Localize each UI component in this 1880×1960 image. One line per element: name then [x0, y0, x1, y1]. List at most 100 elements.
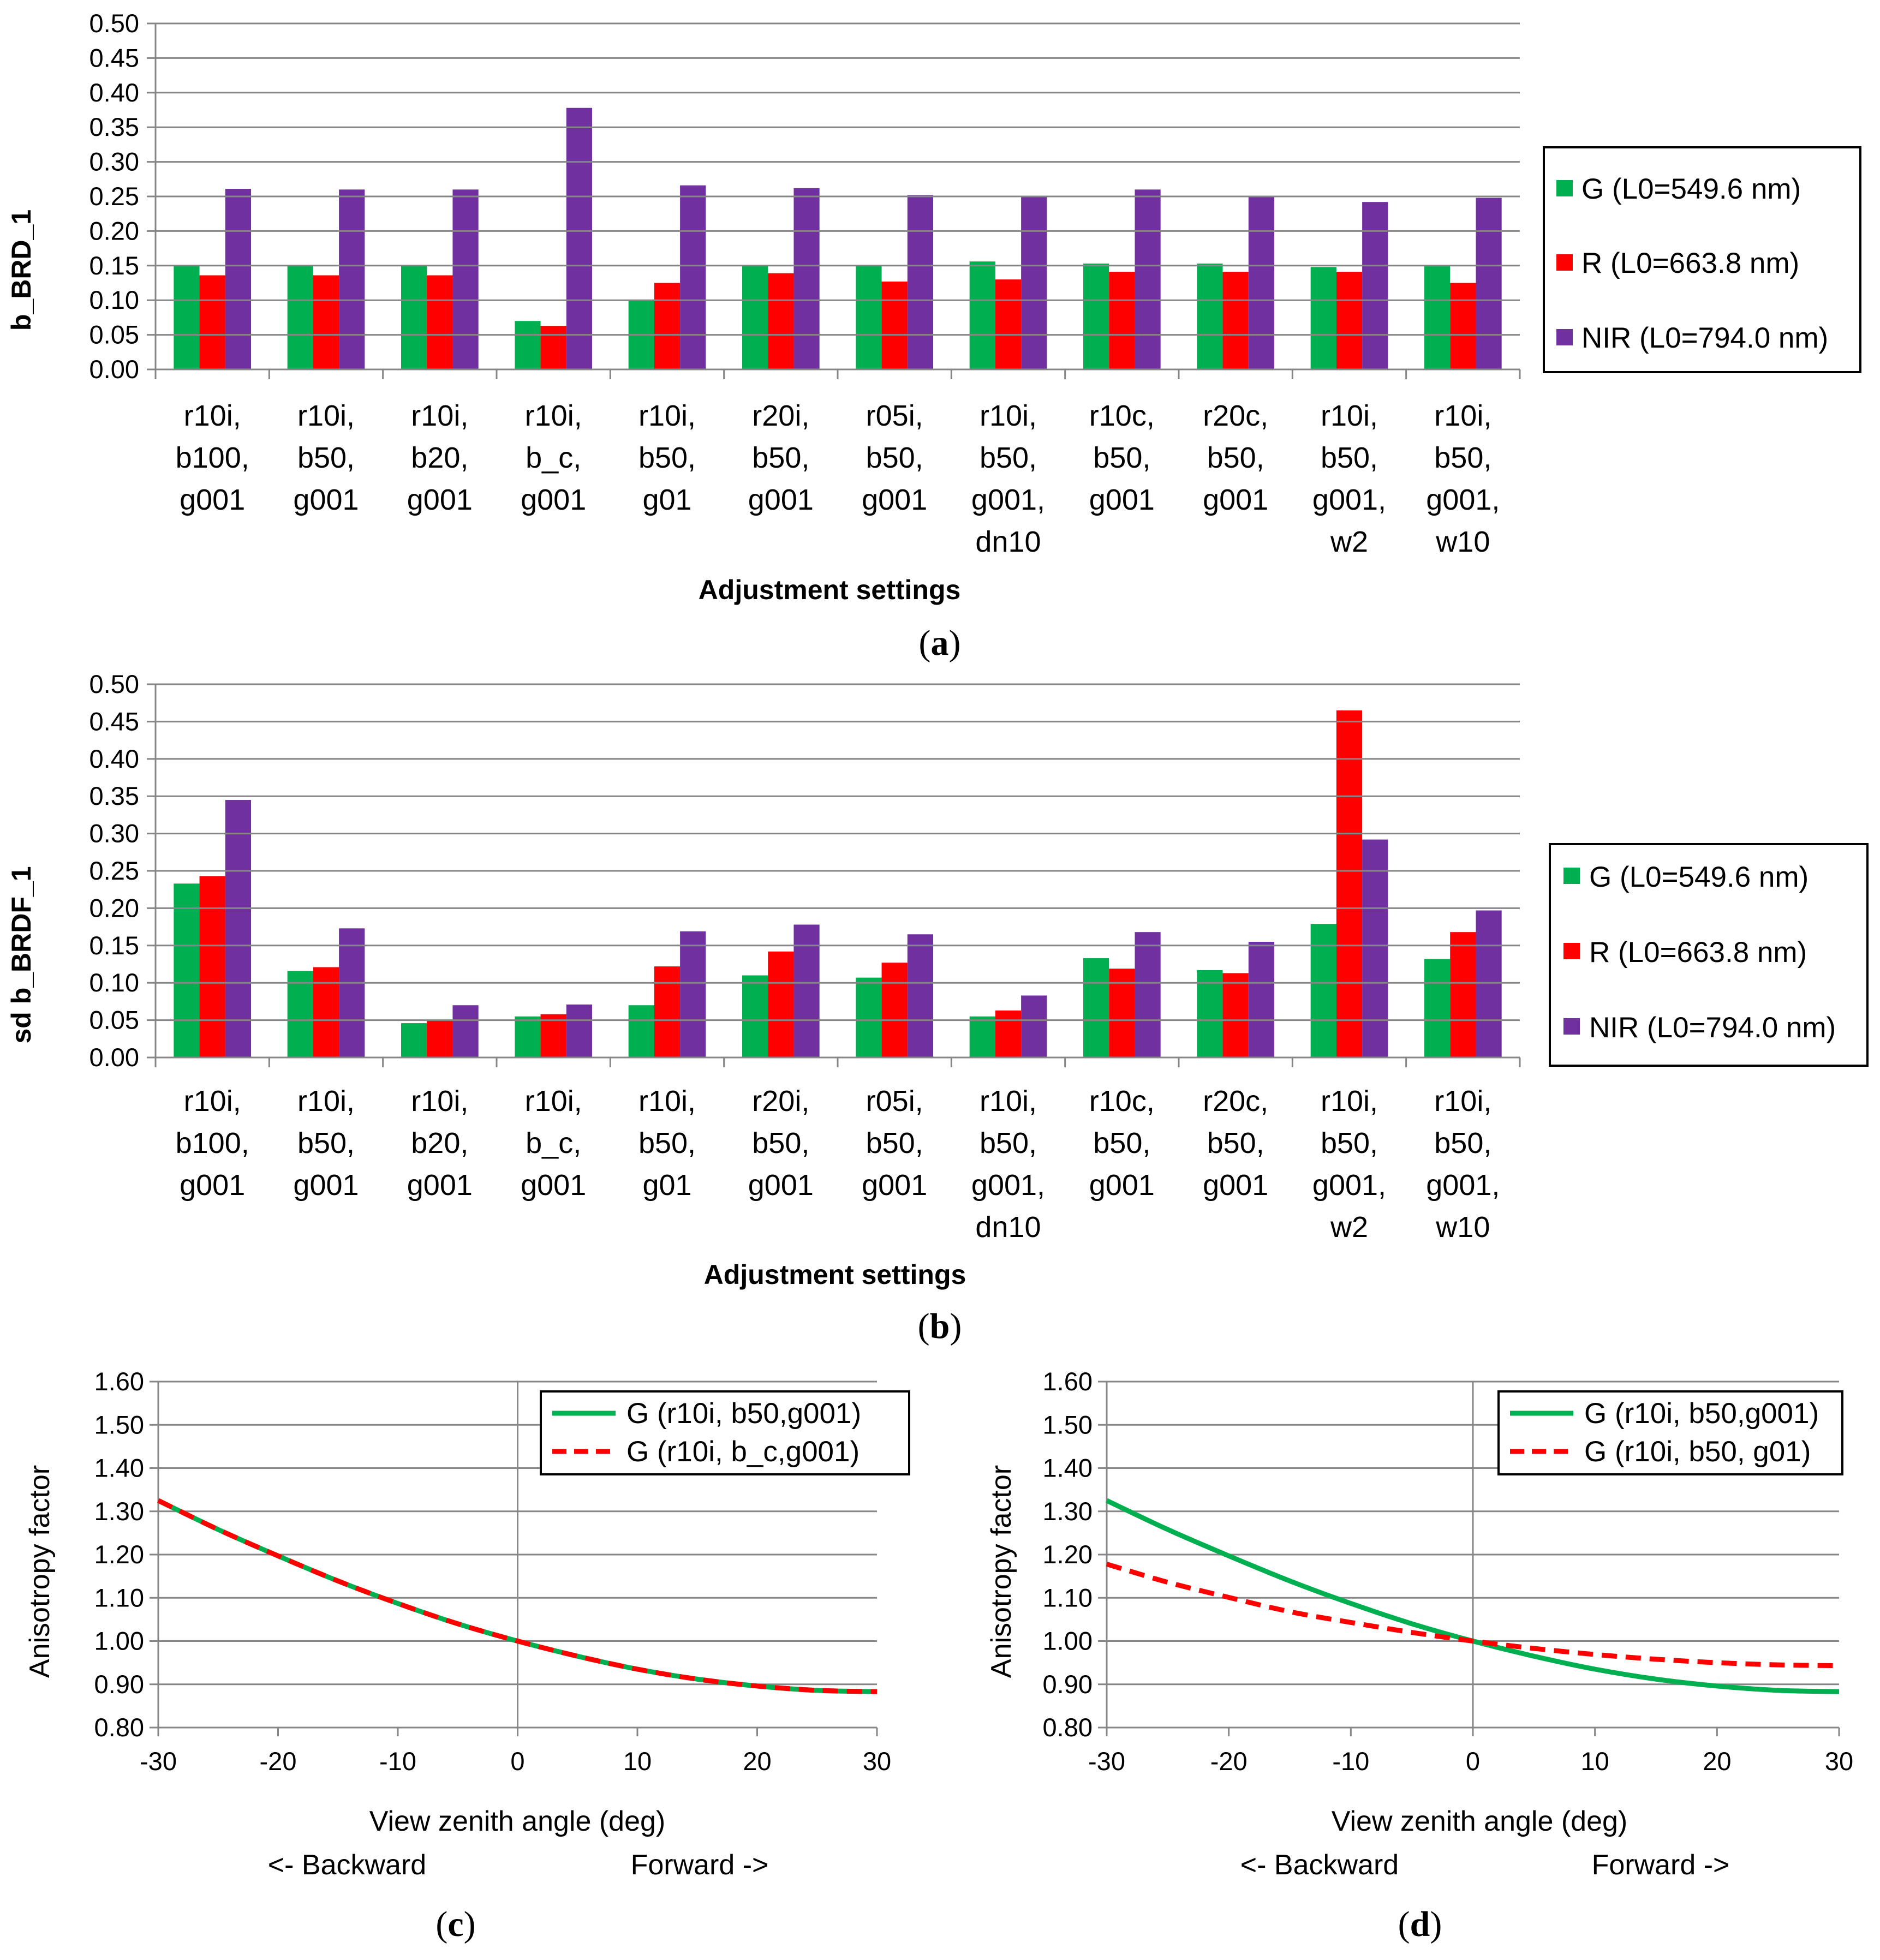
bar-r [199, 275, 225, 369]
y-tick-label: 0.90 [1043, 1670, 1093, 1699]
category-label: g001 [1089, 483, 1155, 516]
y-tick-label: 1.20 [94, 1540, 144, 1569]
x-axis-title-c: View zenith angle (deg) [369, 1806, 666, 1837]
y-tick-label: 1.50 [1043, 1410, 1093, 1439]
bar-nir [225, 189, 252, 369]
category-label: r05i, [866, 399, 923, 432]
category-label: g001 [180, 483, 245, 516]
bar-r [1222, 272, 1249, 369]
y-tick-label: 0.40 [89, 78, 139, 107]
y-tick-label: 1.30 [94, 1497, 144, 1526]
y-tick-label: 1.00 [94, 1627, 144, 1656]
bar-g [1083, 958, 1109, 1057]
svg-text:(c): (c) [435, 1904, 475, 1944]
bar-r [768, 273, 794, 369]
legend-swatch-g-a [1556, 180, 1573, 196]
y-tick-label: 1.10 [1043, 1583, 1093, 1612]
bar-g [856, 265, 882, 369]
bar-nir [1021, 195, 1047, 369]
bar-nir [566, 107, 593, 370]
bar-nir [566, 1004, 593, 1057]
category-label: r10i, [297, 399, 355, 432]
category-label: b50, [638, 1127, 696, 1160]
y-tick-label: 1.40 [94, 1454, 144, 1483]
category-label: b50, [1207, 441, 1264, 474]
line-chart-c: 0.80 0.90 1.00 1.10 1.20 1.30 1.40 1.50 1.60 -30 -… [24, 1367, 910, 1944]
category-label: g001 [862, 483, 927, 516]
legend-a: G (L0=549.6 nm) R (L0=663.8 nm) NIR (L0=… [1543, 146, 1861, 373]
y-tick-label: 0.05 [89, 320, 139, 349]
bar-r [881, 281, 908, 369]
panel-label-b: (b) [918, 1306, 962, 1346]
category-label: g001 [521, 483, 586, 516]
x-axis-title-a: Adjustment settings [699, 575, 961, 605]
bar-nir [680, 931, 706, 1057]
category-label: b20, [411, 1127, 468, 1160]
bar-nir [1135, 932, 1161, 1057]
bar-r [881, 963, 908, 1057]
y-tick-label: 0.00 [89, 355, 139, 384]
y-tick-label: 0.45 [89, 43, 139, 72]
category-label: r10i, [638, 1085, 696, 1118]
y-axis-title-d: Anisotropy factor [986, 1465, 1017, 1678]
category-label: b50, [980, 441, 1037, 474]
axes-a: 0.00 0.05 0.10 0.15 0.20 0.25 0.30 0.35 0.40 0.45… [89, 9, 1521, 558]
legend-frame-d [1497, 1390, 1843, 1475]
bar-nir [1135, 189, 1161, 369]
y-tick-label: 0.20 [89, 216, 139, 245]
x-tick-label: -20 [260, 1747, 297, 1776]
bar-g [969, 1016, 995, 1057]
y-tick-label: 1.50 [94, 1410, 144, 1439]
y-tick-label: 0.30 [89, 147, 139, 176]
bar-g [401, 1023, 427, 1057]
bar-r [540, 1014, 566, 1057]
category-label: r20c, [1203, 399, 1268, 432]
category-label: g001 [748, 1169, 814, 1202]
y-tick-label: 0.50 [89, 9, 139, 38]
category-label: g001, [1312, 1169, 1386, 1202]
bar-g [1424, 959, 1451, 1057]
bar-r [1450, 932, 1476, 1057]
bar-r [654, 966, 681, 1057]
category-label: r10i, [184, 399, 241, 432]
legend-swatch-nir-b [1563, 1018, 1580, 1035]
category-label: r20i, [752, 1085, 809, 1118]
bar-g [628, 1005, 654, 1057]
legend-label-solid-c: G (r10i, b50,g001) [626, 1397, 861, 1430]
axes-b: 0.00 0.05 0.10 0.15 0.20 0.25 0.30 0.35 0.40 0.45… [89, 670, 1521, 1244]
bar-nir [1476, 198, 1502, 369]
bar-r [768, 951, 794, 1057]
y-tick-label: 1.60 [1043, 1367, 1093, 1396]
bar-g [1197, 263, 1223, 369]
bar-nir [793, 188, 820, 369]
legend-d: G (r10i, b50,g001) G (r10i, b50, g01) [1497, 1390, 1843, 1475]
svg-text:(b): (b) [918, 1306, 962, 1346]
backward-label-c: <- Backward [268, 1849, 426, 1881]
y-tick-label: 0.10 [89, 285, 139, 314]
bar-r [1336, 710, 1363, 1057]
y-tick-label: 0.35 [89, 112, 139, 141]
x-axis-title-b: Adjustment settings [704, 1259, 966, 1290]
series-line-dashed [1106, 1562, 1840, 1669]
category-label: r10i, [1321, 1085, 1378, 1118]
category-label: r10i, [411, 399, 468, 432]
category-label: b50, [1093, 441, 1150, 474]
y-tick-label: 0.10 [89, 968, 139, 997]
category-label: dn10 [975, 525, 1041, 558]
legend-swatch-nir-a [1556, 329, 1573, 345]
category-label: g001 [293, 1169, 359, 1202]
bar-g [1310, 924, 1336, 1057]
category-label: b100, [176, 441, 249, 474]
y-tick-label: 1.30 [1043, 1497, 1093, 1526]
legend-label-solid-d: G (r10i, b50,g001) [1584, 1397, 1819, 1430]
bar-g [742, 975, 768, 1057]
lines-d [1106, 1498, 1840, 1694]
category-label: r10i, [1434, 1085, 1491, 1118]
bar-nir [339, 928, 365, 1057]
category-label: g001 [407, 1169, 473, 1202]
category-label: r10i, [525, 399, 582, 432]
category-label: dn10 [975, 1211, 1041, 1244]
category-label: g001, [1426, 1169, 1500, 1202]
panel-label-a: (a) [919, 623, 961, 663]
legend-label-r-b: R (L0=663.8 nm) [1589, 936, 1807, 969]
